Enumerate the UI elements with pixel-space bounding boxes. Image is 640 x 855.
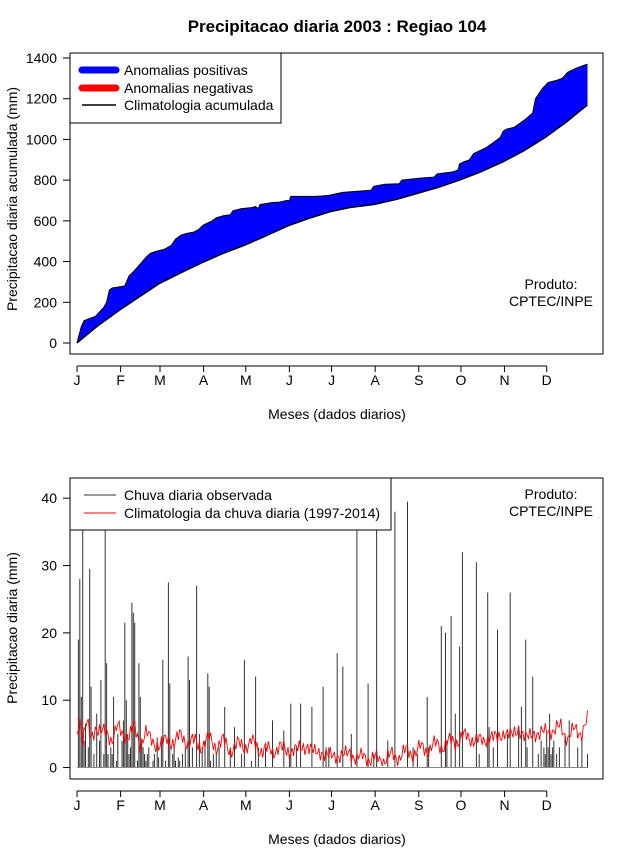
bottom-x-tick-label: A bbox=[199, 797, 209, 813]
top-x-tick-label: M bbox=[240, 372, 252, 388]
bottom-x-tick-label: J bbox=[328, 797, 335, 813]
top-x-tick-label: J bbox=[286, 372, 293, 388]
top-y-tick-label: 200 bbox=[34, 294, 58, 310]
legend-observed-label: Chuva diaria observada bbox=[124, 487, 272, 503]
top-x-tick-label: A bbox=[371, 372, 381, 388]
top-plot-content bbox=[76, 63, 588, 344]
top-x-tick-label: O bbox=[456, 372, 467, 388]
bottom-x-tick-label: F bbox=[116, 797, 125, 813]
climatology-daily-line bbox=[76, 710, 588, 768]
top-y-axis-label: Precipitacao diaria acumulada (mm) bbox=[4, 87, 20, 311]
top-y-axis: 0 200 400 600 800 1000 1200 1400 bbox=[26, 50, 71, 351]
top-x-tick-label: J bbox=[74, 372, 81, 388]
legend-positive-label: Anomalias positivas bbox=[124, 62, 248, 78]
top-y-tick-label: 600 bbox=[34, 213, 58, 229]
observed-daily-bars bbox=[77, 498, 588, 768]
top-x-tick-label: J bbox=[328, 372, 335, 388]
climatology-accumulated-line bbox=[76, 104, 588, 344]
top-x-axis-label: Meses (dados diarios) bbox=[268, 406, 406, 422]
bottom-x-tick-label: S bbox=[414, 797, 423, 813]
bottom-y-tick-label: 0 bbox=[49, 760, 57, 776]
top-x-tick-label: D bbox=[542, 372, 552, 388]
bottom-legend-box bbox=[69, 477, 392, 531]
top-y-tick-label: 800 bbox=[34, 172, 58, 188]
top-x-tick-label: F bbox=[116, 372, 125, 388]
legend-climatology-label: Climatologia acumulada bbox=[124, 97, 274, 113]
top-x-tick-label: M bbox=[154, 372, 166, 388]
top-product-source: CPTEC/INPE bbox=[509, 293, 593, 309]
bottom-y-axis-label: Precipitacao diaria (mm) bbox=[4, 552, 20, 704]
top-x-tick-label: N bbox=[499, 372, 509, 388]
top-x-tick-label: S bbox=[414, 372, 423, 388]
top-legend: Anomalias positivas Anomalias negativas … bbox=[69, 52, 282, 124]
bottom-x-tick-label: N bbox=[499, 797, 509, 813]
bottom-x-axis-label: Meses (dados diarios) bbox=[268, 831, 406, 847]
top-y-tick-label: 0 bbox=[49, 335, 57, 351]
positive-anomaly-area bbox=[77, 64, 588, 343]
top-y-tick-label: 1000 bbox=[26, 131, 57, 147]
observed-accumulated-line bbox=[76, 63, 588, 344]
bottom-y-axis: 0 10 20 30 40 bbox=[41, 490, 71, 776]
top-product-label: Produto: bbox=[525, 276, 578, 292]
bottom-product-label: Produto: bbox=[525, 486, 578, 502]
legend-negative-label: Anomalias negativas bbox=[124, 80, 253, 96]
bottom-y-tick-label: 40 bbox=[41, 490, 57, 506]
top-y-tick-label: 1400 bbox=[26, 50, 57, 66]
bottom-y-tick-label: 20 bbox=[41, 625, 57, 641]
bottom-x-tick-label: J bbox=[286, 797, 293, 813]
bottom-x-tick-label: M bbox=[154, 797, 166, 813]
bottom-x-tick-label: D bbox=[542, 797, 552, 813]
top-y-tick-label: 1200 bbox=[26, 91, 57, 107]
bottom-y-tick-label: 30 bbox=[41, 558, 57, 574]
bottom-x-tick-label: O bbox=[456, 797, 467, 813]
bottom-plot-viewport bbox=[76, 498, 588, 769]
chart-title: Precipitacao diaria 2003 : Regiao 104 bbox=[188, 17, 487, 36]
top-y-tick-label: 400 bbox=[34, 254, 58, 270]
bottom-x-tick-label: J bbox=[74, 797, 81, 813]
bottom-y-tick-label: 10 bbox=[41, 692, 57, 708]
bottom-panel: 0 10 20 30 40 J F M A M J J A S O N D Precipitacao diar… bbox=[4, 477, 604, 847]
top-x-tick-label: A bbox=[199, 372, 209, 388]
bottom-legend: Chuva diaria observada Climatologia da c… bbox=[69, 477, 392, 531]
top-panel: 0 200 400 600 800 1000 1200 1400 J F M A M J J A S O N D P… bbox=[4, 50, 604, 422]
bottom-x-tick-label: A bbox=[371, 797, 381, 813]
bottom-x-tick-label: M bbox=[240, 797, 252, 813]
bottom-product-source: CPTEC/INPE bbox=[509, 503, 593, 519]
legend-climatology-daily-label: Climatologia da chuva diaria (1997-2014) bbox=[124, 505, 380, 521]
